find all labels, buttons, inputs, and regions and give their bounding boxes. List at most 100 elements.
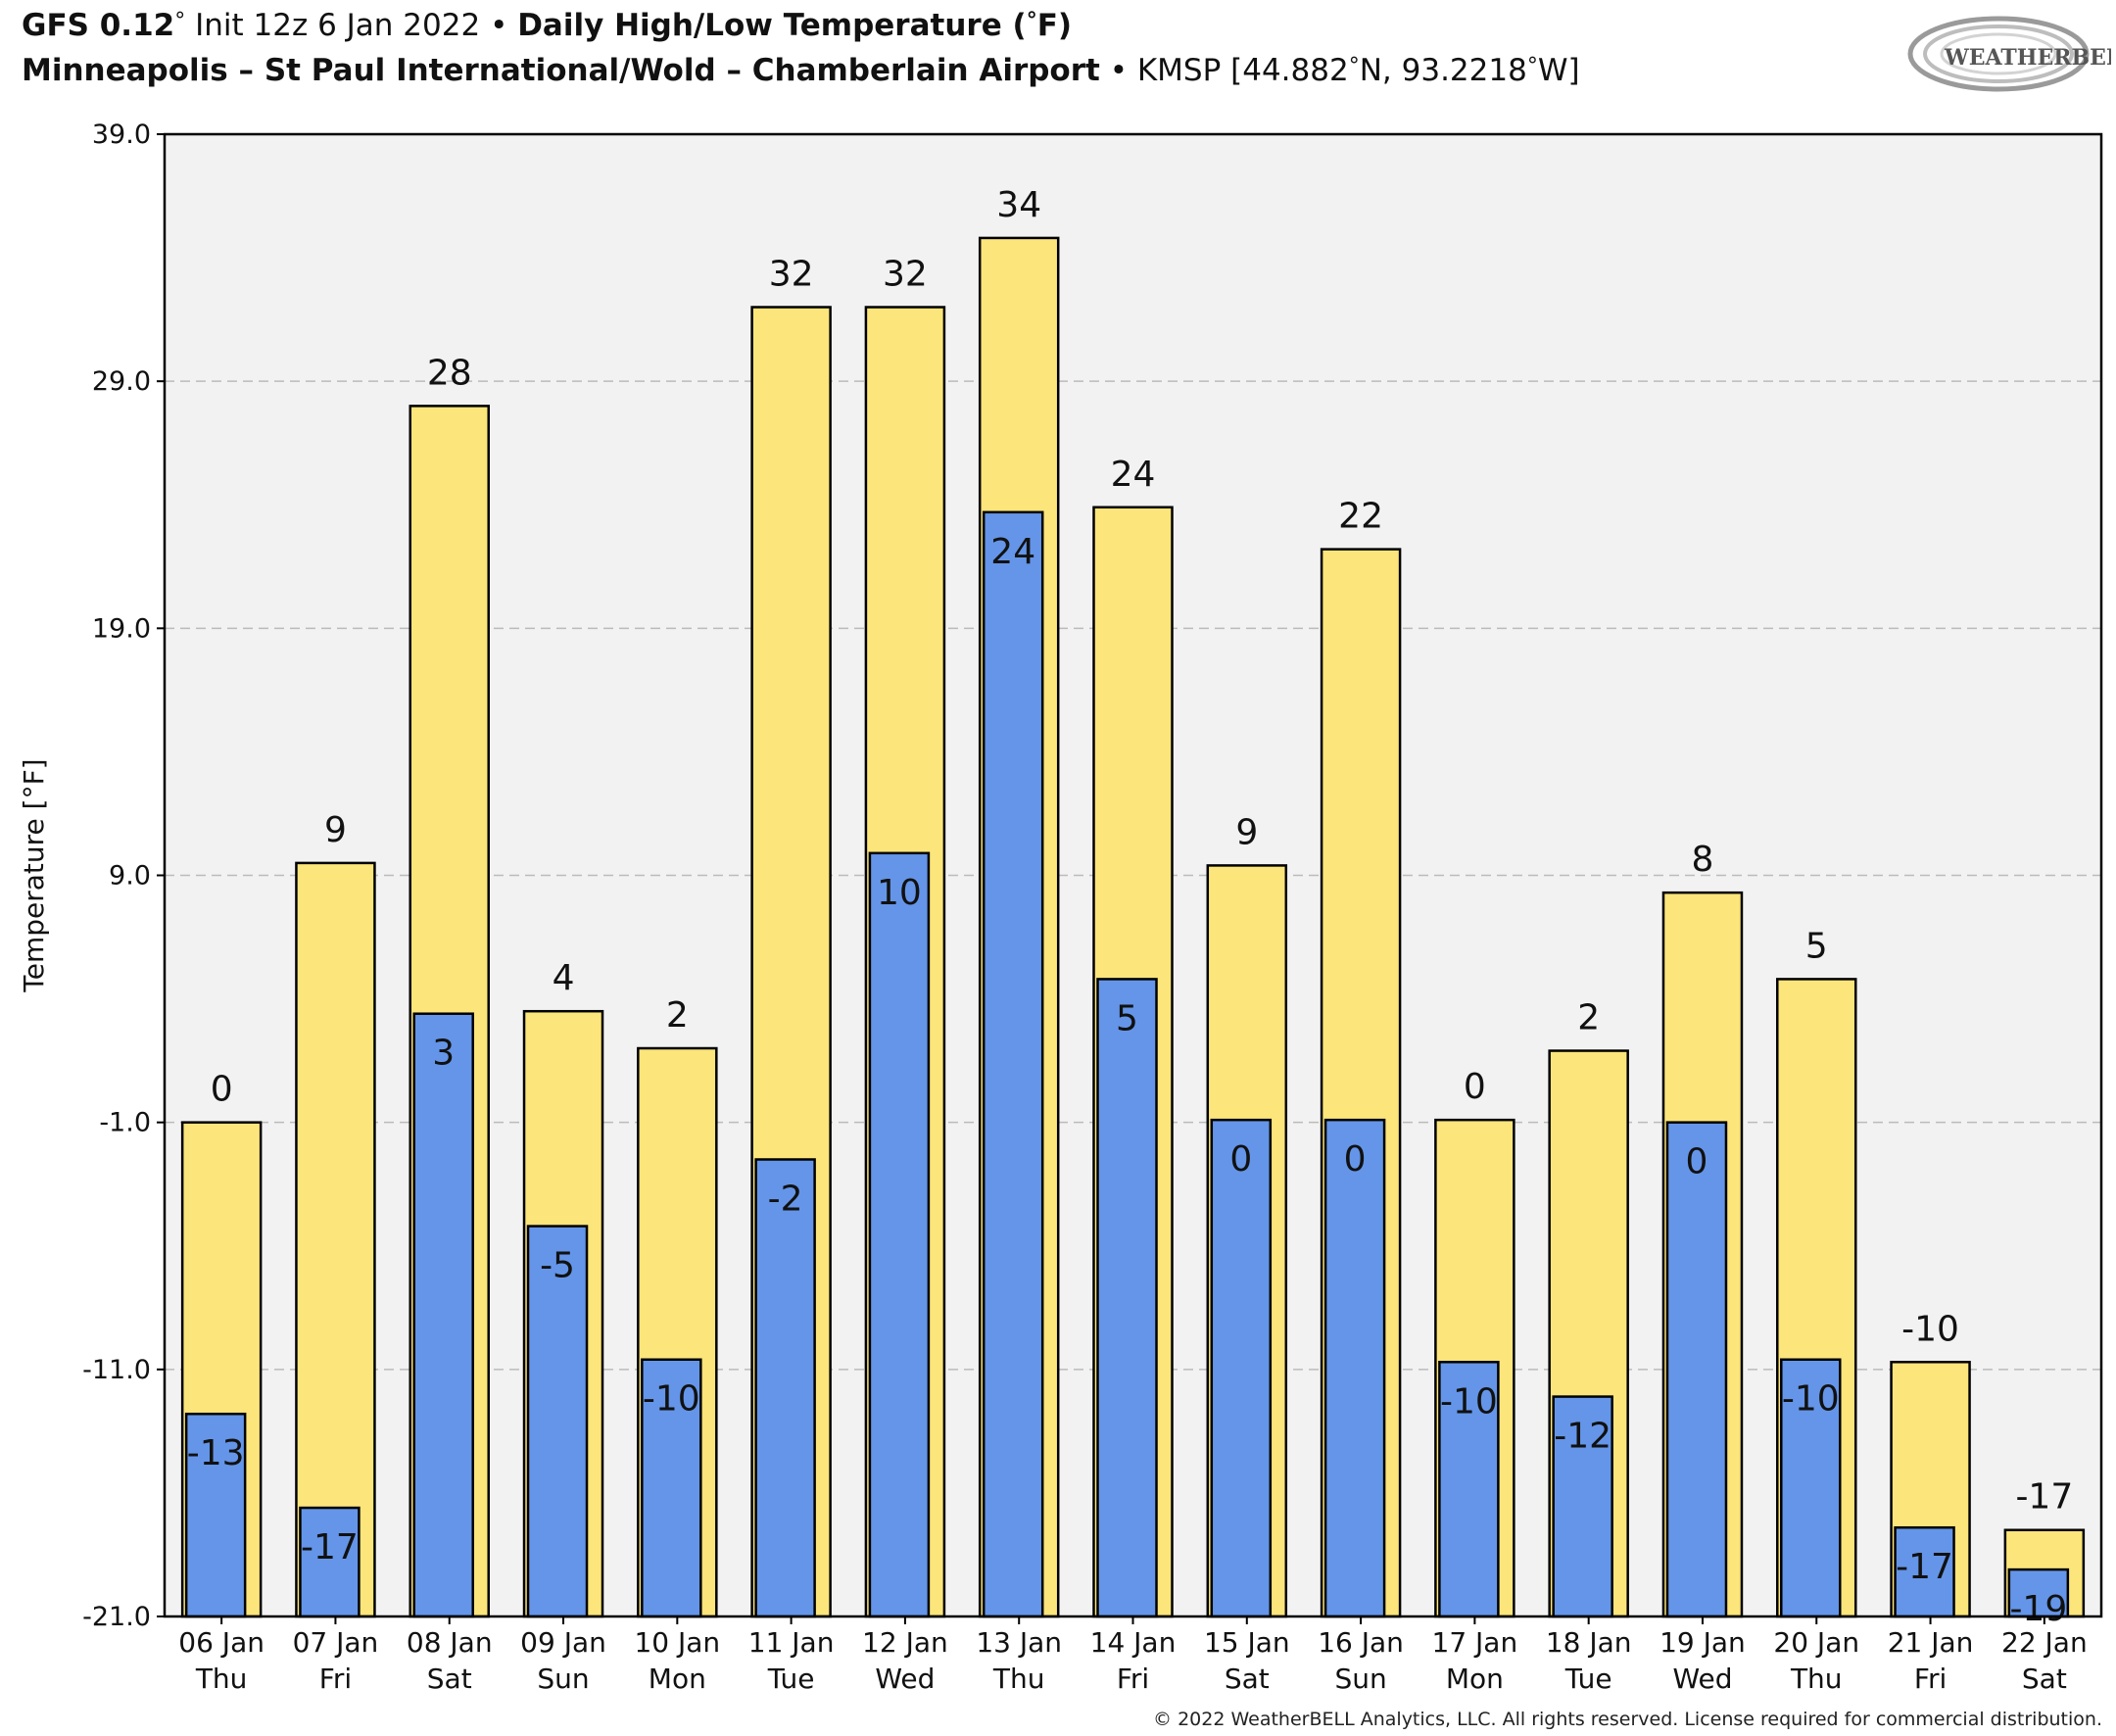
low-value-label: 3 xyxy=(432,1034,455,1074)
station-code: KMSP [44.882°N, 93.2218°W] xyxy=(1136,53,1580,88)
high-value-label: 2 xyxy=(1577,998,1600,1038)
high-value-label: 28 xyxy=(427,353,472,393)
high-value-label: 2 xyxy=(666,995,689,1036)
x-tick-weekday: Mon xyxy=(649,1663,706,1695)
x-tick-label: 17 Jan xyxy=(1432,1626,1518,1659)
x-tick-label: 20 Jan xyxy=(1773,1626,1859,1659)
x-tick-label: 15 Jan xyxy=(1204,1626,1290,1659)
low-bar xyxy=(1096,978,1158,1618)
x-tick-label: 18 Jan xyxy=(1546,1626,1632,1659)
low-value-label: -12 xyxy=(1554,1417,1611,1457)
x-tick-weekday: Sun xyxy=(1334,1663,1386,1695)
x-tick-label: 21 Jan xyxy=(1888,1626,1974,1659)
x-tick-label: 06 Jan xyxy=(178,1626,264,1659)
chart-title: GFS 0.12° Init 12z 6 Jan 2022 • Daily Hi… xyxy=(22,8,1073,43)
high-value-label: 32 xyxy=(883,255,928,295)
high-value-label: 4 xyxy=(553,958,575,998)
low-value-label: -13 xyxy=(187,1433,245,1473)
x-tick-weekday: Thu xyxy=(1790,1663,1843,1695)
low-value-label: -10 xyxy=(1440,1381,1498,1422)
low-bar xyxy=(1323,1118,1386,1618)
x-tick-label: 14 Jan xyxy=(1090,1626,1177,1659)
x-tick-weekday: Sun xyxy=(537,1663,589,1695)
x-tick-label: 13 Jan xyxy=(976,1626,1062,1659)
low-bar xyxy=(184,1412,247,1618)
high-value-label: 0 xyxy=(1464,1067,1486,1107)
low-bar xyxy=(1894,1525,1955,1618)
low-bar xyxy=(2007,1567,2070,1618)
high-value-label: 24 xyxy=(1111,455,1156,495)
low-bar xyxy=(868,851,931,1618)
x-tick-label: 10 Jan xyxy=(634,1626,720,1659)
x-tick-label: 12 Jan xyxy=(862,1626,948,1659)
svg-text:WEATHERBELL: WEATHERBELL xyxy=(1944,45,2111,71)
low-bar xyxy=(754,1158,816,1618)
high-value-label: 8 xyxy=(1692,840,1714,880)
weatherbell-logo: WEATHERBELL xyxy=(1907,16,2111,92)
x-tick-label: 09 Jan xyxy=(520,1626,606,1659)
x-tick-weekday: Fri xyxy=(1117,1663,1149,1695)
chart-subtitle: Minneapolis – St Paul International/Wold… xyxy=(22,53,1580,88)
x-tick-weekday: Mon xyxy=(1446,1663,1504,1695)
x-tick-label: 16 Jan xyxy=(1318,1626,1404,1659)
low-bar xyxy=(299,1506,361,1618)
low-bar xyxy=(641,1358,702,1618)
x-tick-weekday: Fri xyxy=(1914,1663,1947,1695)
x-tick-label: 07 Jan xyxy=(293,1626,379,1659)
high-value-label: -10 xyxy=(1901,1309,1959,1349)
high-value-label: 22 xyxy=(1338,497,1383,537)
low-value-label: -5 xyxy=(540,1246,575,1286)
y-tick-label: -1.0 xyxy=(99,1108,151,1138)
x-tick-weekday: Wed xyxy=(1672,1663,1732,1695)
low-value-label: 5 xyxy=(1116,998,1138,1038)
plot-frame xyxy=(163,132,2103,1618)
x-tick-weekday: Wed xyxy=(875,1663,935,1695)
y-tick-label: 29.0 xyxy=(92,366,151,397)
station-name: Minneapolis – St Paul International/Wold… xyxy=(22,53,1100,88)
high-value-label: 9 xyxy=(1235,812,1258,852)
x-tick-weekday: Fri xyxy=(319,1663,352,1695)
low-value-label: -17 xyxy=(301,1527,359,1567)
high-value-label: -17 xyxy=(2015,1477,2073,1518)
low-bar xyxy=(982,510,1044,1618)
high-bar xyxy=(295,861,376,1618)
low-value-label: 0 xyxy=(1344,1139,1367,1180)
y-axis-label: Temperature [°F] xyxy=(18,758,50,992)
x-tick-weekday: Tue xyxy=(1564,1663,1612,1695)
high-value-label: 5 xyxy=(1805,926,1828,966)
y-tick-label: -21.0 xyxy=(82,1602,151,1632)
low-value-label: -10 xyxy=(1782,1379,1840,1420)
low-bar xyxy=(412,1012,474,1618)
y-tick-label: 39.0 xyxy=(92,120,151,150)
low-value-label: -17 xyxy=(1896,1547,1953,1587)
x-tick-label: 19 Jan xyxy=(1659,1626,1746,1659)
x-tick-weekday: Tue xyxy=(767,1663,815,1695)
y-tick-label: 9.0 xyxy=(109,861,151,892)
low-value-label: -19 xyxy=(2009,1589,2067,1629)
model-name: GFS 0.12 xyxy=(22,8,175,43)
low-bar xyxy=(1780,1358,1842,1618)
copyright-notice: © 2022 WeatherBELL Analytics, LLC. All r… xyxy=(1153,1709,2102,1730)
low-value-label: 10 xyxy=(877,873,922,913)
x-tick-label: 11 Jan xyxy=(748,1626,835,1659)
x-tick-weekday: Sat xyxy=(2022,1663,2067,1695)
low-value-label: 24 xyxy=(990,532,1035,572)
low-bar xyxy=(1665,1121,1728,1618)
x-tick-label: 22 Jan xyxy=(2001,1626,2088,1659)
x-tick-label: 08 Jan xyxy=(407,1626,493,1659)
init-time: Init 12z 6 Jan 2022 xyxy=(195,8,481,43)
high-value-label: 9 xyxy=(324,810,347,850)
low-value-label: 0 xyxy=(1686,1142,1708,1182)
low-value-label: 0 xyxy=(1229,1139,1252,1180)
x-tick-weekday: Thu xyxy=(992,1663,1045,1695)
product-name: Daily High/Low Temperature (°F) xyxy=(517,8,1073,43)
low-value-label: -2 xyxy=(768,1179,803,1219)
x-tick-weekday: Sat xyxy=(427,1663,472,1695)
low-bar xyxy=(1438,1361,1500,1618)
high-value-label: 0 xyxy=(211,1070,233,1110)
low-bar xyxy=(1210,1118,1273,1618)
x-tick-weekday: Sat xyxy=(1225,1663,1270,1695)
y-tick-label: -11.0 xyxy=(82,1355,151,1385)
high-value-label: 34 xyxy=(996,185,1041,225)
